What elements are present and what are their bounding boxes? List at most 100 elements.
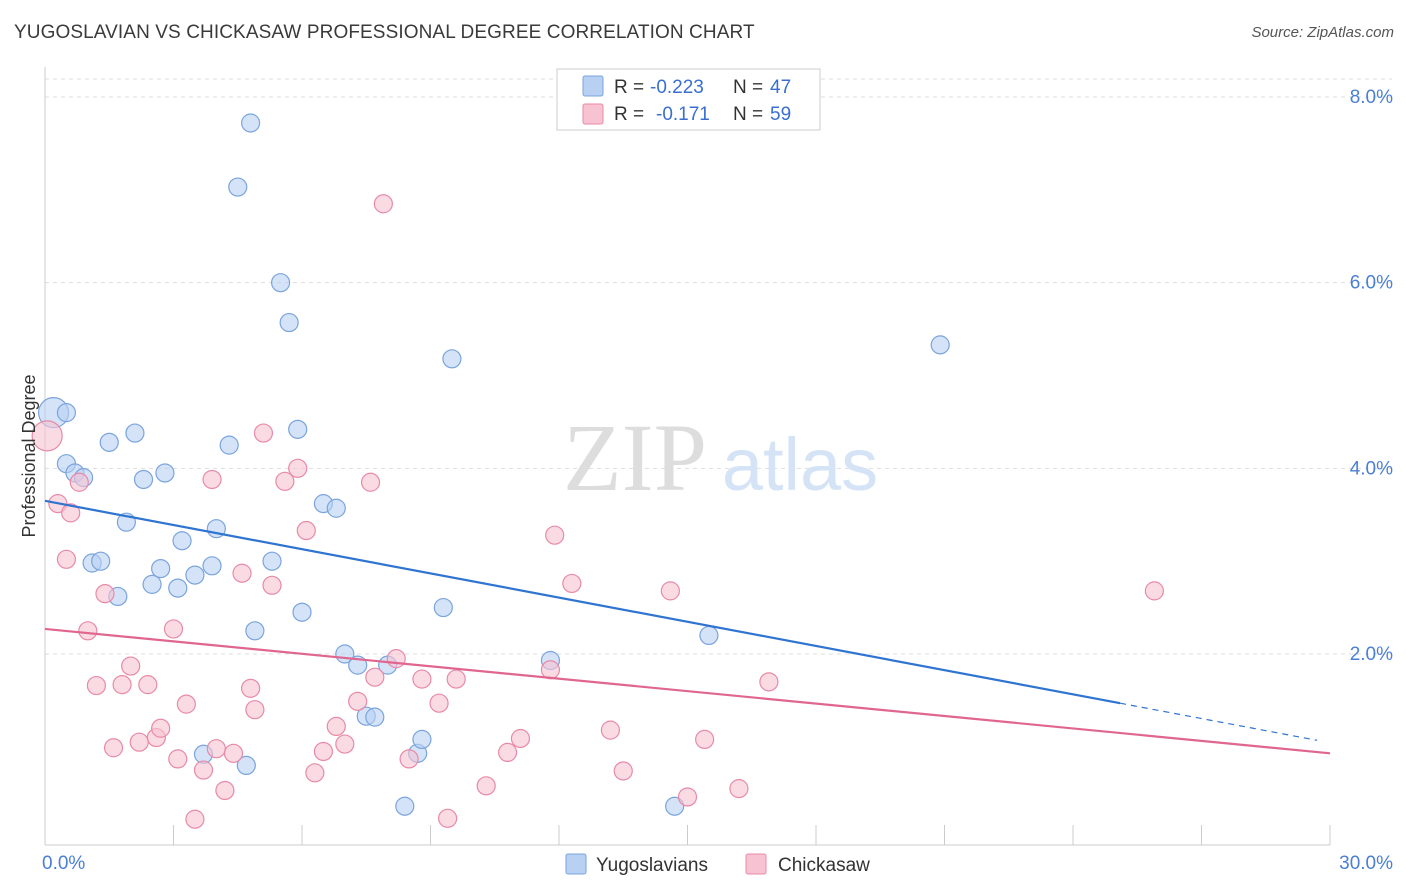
- point-chickasaw: [245, 700, 265, 720]
- point-yugoslavians: [142, 574, 162, 594]
- stats-legend: R = -0.223 N = 47 R = -0.171 N = 59: [556, 68, 821, 131]
- point-chickasaw: [168, 749, 188, 769]
- point-yugoslavians: [245, 621, 265, 641]
- legend-n-value-1: 47: [770, 77, 791, 98]
- point-chickasaw: [695, 729, 715, 750]
- point-chickasaw: [313, 741, 334, 762]
- point-chickasaw: [223, 743, 244, 763]
- point-yugoslavians: [168, 578, 188, 598]
- watermark: ZIP atlas: [563, 404, 878, 511]
- series-legend: Yugoslavians Chickasaw: [565, 853, 870, 876]
- axes: [44, 67, 1331, 846]
- point-yugoslavians: [228, 177, 248, 197]
- point-chickasaw: [61, 503, 81, 523]
- point-chickasaw: [438, 808, 458, 828]
- legend-swatch-blue: [582, 75, 604, 97]
- legend-n-label-2: N =: [733, 104, 763, 125]
- point-chickasaw: [360, 472, 381, 492]
- point-chickasaw: [399, 749, 419, 769]
- point-chickasaw: [215, 780, 235, 801]
- series-legend-chickasaw: Chickasaw: [778, 855, 870, 876]
- point-yugoslavians: [219, 435, 239, 455]
- legend-r-value-1: -0.223: [650, 77, 704, 98]
- tick-labels: 2.0% 4.0% 6.0% 8.0% 0.0% 30.0%: [42, 87, 1393, 874]
- point-chickasaw: [69, 472, 89, 492]
- point-chickasaw: [498, 742, 518, 763]
- series-yugoslavians: [37, 113, 950, 816]
- point-chickasaw: [296, 520, 316, 541]
- point-chickasaw: [129, 732, 149, 752]
- point-chickasaw: [288, 458, 308, 478]
- series-legend-yugoslavians: Yugoslavians: [596, 855, 708, 876]
- point-chickasaw: [262, 575, 282, 595]
- point-chickasaw: [510, 728, 531, 749]
- point-yugoslavians: [151, 558, 171, 579]
- chart-title: YUGOSLAVIAN VS CHICKASAW PROFESSIONAL DE…: [14, 22, 755, 43]
- y-tick-label: 8.0%: [1350, 87, 1393, 108]
- point-chickasaw: [660, 581, 680, 601]
- point-yugoslavians: [262, 551, 282, 571]
- legend-n-label-1: N =: [733, 77, 763, 98]
- point-chickasaw: [613, 761, 633, 781]
- y-axis-label: Professional Degree: [19, 374, 39, 537]
- x-tick-label: 0.0%: [42, 853, 85, 874]
- point-chickasaw: [305, 763, 325, 783]
- trend-line-chickasaw: [44, 627, 1331, 755]
- point-chickasaw: [253, 423, 274, 443]
- point-yugoslavians: [185, 565, 205, 585]
- point-yugoslavians: [292, 602, 312, 622]
- point-chickasaw: [677, 787, 698, 807]
- point-chickasaw: [386, 649, 406, 669]
- point-chickasaw: [31, 420, 63, 452]
- point-yugoslavians: [279, 312, 299, 333]
- point-chickasaw: [103, 738, 124, 758]
- watermark-atlas: atlas: [722, 423, 878, 506]
- legend-swatch-pink: [582, 103, 604, 125]
- point-chickasaw: [729, 779, 749, 799]
- point-yugoslavians: [172, 531, 192, 551]
- x-tick-label: 30.0%: [1339, 853, 1393, 874]
- point-chickasaw: [562, 573, 582, 594]
- point-chickasaw: [176, 694, 196, 714]
- y-tick-label: 2.0%: [1350, 644, 1393, 665]
- point-chickasaw: [600, 720, 621, 740]
- point-chickasaw: [365, 667, 385, 687]
- y-tick-label: 6.0%: [1350, 273, 1393, 294]
- point-chickasaw: [185, 809, 205, 829]
- point-chickasaw: [202, 469, 222, 490]
- point-chickasaw: [446, 669, 466, 689]
- point-yugoslavians: [241, 113, 261, 133]
- point-yugoslavians: [125, 423, 145, 443]
- trend-line-yugoslavians-extension: [1120, 702, 1318, 741]
- point-chickasaw: [348, 691, 368, 711]
- trend-lines: [44, 499, 1331, 755]
- point-yugoslavians: [326, 498, 346, 518]
- point-chickasaw: [540, 660, 561, 680]
- point-chickasaw: [163, 619, 184, 639]
- point-yugoslavians: [699, 625, 719, 646]
- point-yugoslavians: [202, 556, 222, 576]
- point-chickasaw: [429, 693, 449, 713]
- point-chickasaw: [476, 776, 496, 796]
- point-yugoslavians: [91, 551, 111, 571]
- trend-line-yugoslavians: [44, 499, 1121, 705]
- point-chickasaw: [78, 621, 98, 641]
- point-yugoslavians: [442, 349, 462, 369]
- legend-r-label-2: R =: [614, 104, 644, 125]
- point-yugoslavians: [395, 796, 415, 816]
- point-yugoslavians: [365, 707, 385, 727]
- source-label: Source: ZipAtlas.com: [1251, 24, 1394, 41]
- point-chickasaw: [138, 675, 158, 695]
- point-yugoslavians: [155, 463, 175, 483]
- point-chickasaw: [335, 734, 355, 754]
- point-chickasaw: [56, 549, 77, 569]
- point-yugoslavians: [270, 273, 291, 293]
- series-legend-swatch-yugoslavians: [565, 853, 587, 875]
- legend-n-value-2: 59: [770, 104, 791, 125]
- point-chickasaw: [326, 716, 346, 737]
- point-yugoslavians: [236, 755, 256, 776]
- point-chickasaw: [241, 678, 261, 698]
- y-tick-label: 4.0%: [1350, 458, 1393, 479]
- point-yugoslavians: [133, 469, 154, 490]
